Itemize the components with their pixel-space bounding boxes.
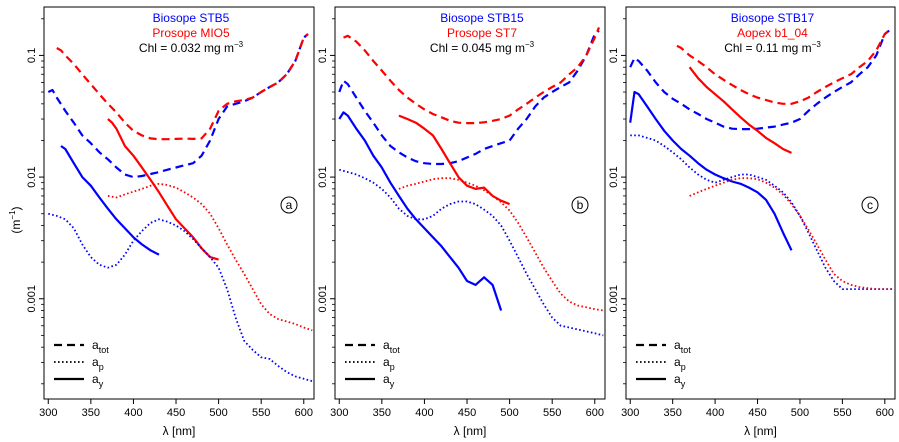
- legend-label: atot: [92, 338, 109, 355]
- series-line-red-dotted: [398, 177, 604, 312]
- panel-badge-circle: [861, 196, 879, 214]
- x-tick-label: 450: [458, 407, 476, 419]
- x-axis-label: λ [nm]: [454, 424, 487, 438]
- panel-title-line: Chl = 0.11 mg m−3: [724, 40, 821, 55]
- x-axis-label: λ [nm]: [163, 424, 196, 438]
- x-tick-label: 550: [543, 407, 561, 419]
- series-line-blue-dashed: [47, 33, 309, 179]
- series-line-blue-dashed: [629, 29, 890, 131]
- series-line-blue-dotted: [630, 134, 894, 291]
- x-tick-label: 400: [706, 407, 724, 419]
- panel-title-line: Chl = 0.045 mg m−3: [430, 40, 535, 55]
- x-tick-label: 350: [373, 407, 391, 419]
- y-tick-label: 0.1: [26, 48, 38, 63]
- series-line-red-dashed: [56, 33, 309, 141]
- series-line-blue-solid: [338, 111, 503, 311]
- y-tick-label: 0.01: [317, 166, 329, 187]
- y-tick-label: 0.001: [317, 285, 329, 313]
- panel-title-line: Biosope STB5: [153, 11, 230, 25]
- panel-badge-circle: [280, 196, 298, 214]
- x-tick-label: 350: [82, 407, 100, 419]
- legend-label: ap: [92, 355, 104, 372]
- panel-badge-circle: [571, 196, 589, 214]
- series-line-red-solid: [688, 66, 792, 154]
- series-line-red-dashed: [676, 29, 890, 105]
- x-tick-label: 600: [295, 407, 313, 419]
- panel-title-line: Biosope STB15: [440, 11, 524, 25]
- legend-label: atot: [383, 338, 400, 355]
- x-tick-label: 450: [748, 407, 766, 419]
- panel-b: 300 350 400 450 500 550 600 0.001 0.01 0.1 λ [nm] B…: [317, 6, 606, 438]
- x-tick-label: 600: [586, 407, 604, 419]
- legend-label: ap: [383, 355, 395, 372]
- x-tick-label: 550: [252, 407, 270, 419]
- x-tick-label: 300: [621, 407, 639, 419]
- legend-label: ay: [383, 372, 395, 389]
- x-axis-label: λ [nm]: [744, 424, 777, 438]
- x-tick-label: 500: [209, 407, 227, 419]
- series-line-blue-dotted: [48, 212, 313, 383]
- x-tick-label: 450: [167, 407, 185, 419]
- panel-badge-label: b: [577, 198, 584, 212]
- series-line-red-dashed: [343, 26, 601, 125]
- panel-title-line: Prosope ST7: [447, 26, 517, 40]
- legend-label: atot: [674, 338, 691, 355]
- series-line-blue-dotted: [339, 168, 604, 337]
- panel-title-line: Aopex b1_04: [737, 26, 808, 40]
- x-tick-label: 550: [833, 407, 851, 419]
- y-tick-label: 0.001: [608, 285, 620, 313]
- panel-title-line: Prosope MIO5: [152, 26, 230, 40]
- x-tick-label: 300: [39, 407, 57, 419]
- series-line-blue-dashed: [338, 29, 600, 166]
- y-axis-unit-label: (m−1): [8, 206, 23, 233]
- x-tick-label: 400: [415, 407, 433, 419]
- legend-label: ap: [674, 355, 686, 372]
- plot-frame: [625, 6, 896, 400]
- x-tick-label: 300: [330, 407, 348, 419]
- panel-badge-label: a: [286, 198, 293, 212]
- panel-badge-label: c: [867, 198, 873, 212]
- series-line-red-dotted: [107, 182, 313, 332]
- legend-label: ay: [92, 372, 104, 389]
- series-line-blue-solid: [60, 145, 160, 256]
- series-line-red-dotted: [689, 177, 894, 291]
- y-tick-label: 0.1: [608, 48, 620, 63]
- y-tick-label: 0.1: [317, 48, 329, 63]
- x-tick-label: 500: [791, 407, 809, 419]
- y-tick-label: 0.01: [608, 166, 620, 187]
- y-tick-label: 0.01: [26, 166, 38, 187]
- panel-a: 300 350 400 450 500 550 600 0.001 0.01 0.1 λ [nm] B…: [26, 6, 315, 438]
- y-tick-label: 0.001: [26, 285, 38, 313]
- x-tick-label: 600: [876, 407, 894, 419]
- panel-title-line: Chl = 0.032 mg m−3: [139, 40, 244, 55]
- panel-c: 300 350 400 450 500 550 600 0.001 0.01 0.1 λ [nm] B…: [608, 6, 896, 438]
- x-tick-label: 500: [500, 407, 518, 419]
- series-line-blue-solid: [629, 90, 793, 251]
- x-tick-label: 350: [663, 407, 681, 419]
- legend-label: ay: [674, 372, 686, 389]
- plot-frame: [43, 6, 315, 400]
- x-tick-label: 400: [124, 407, 142, 419]
- panel-title-line: Biosope STB17: [731, 11, 815, 25]
- plot-frame: [334, 6, 606, 400]
